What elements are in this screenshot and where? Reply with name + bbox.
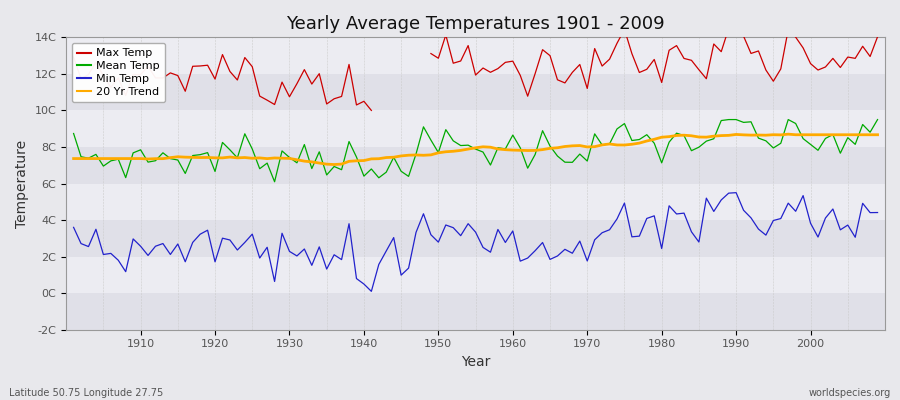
Bar [67, 184, 885, 220]
Bar [67, 110, 885, 147]
Y-axis label: Temperature: Temperature [15, 140, 29, 228]
Bar [67, 37, 885, 74]
Bar [67, 293, 885, 330]
X-axis label: Year: Year [461, 355, 491, 369]
Text: worldspecies.org: worldspecies.org [809, 388, 891, 398]
Bar [67, 220, 885, 257]
Legend: Max Temp, Mean Temp, Min Temp, 20 Yr Trend: Max Temp, Mean Temp, Min Temp, 20 Yr Tre… [72, 43, 166, 102]
Title: Yearly Average Temperatures 1901 - 2009: Yearly Average Temperatures 1901 - 2009 [286, 15, 665, 33]
Bar [67, 147, 885, 184]
Text: Latitude 50.75 Longitude 27.75: Latitude 50.75 Longitude 27.75 [9, 388, 163, 398]
Bar [67, 257, 885, 293]
Bar [67, 74, 885, 110]
